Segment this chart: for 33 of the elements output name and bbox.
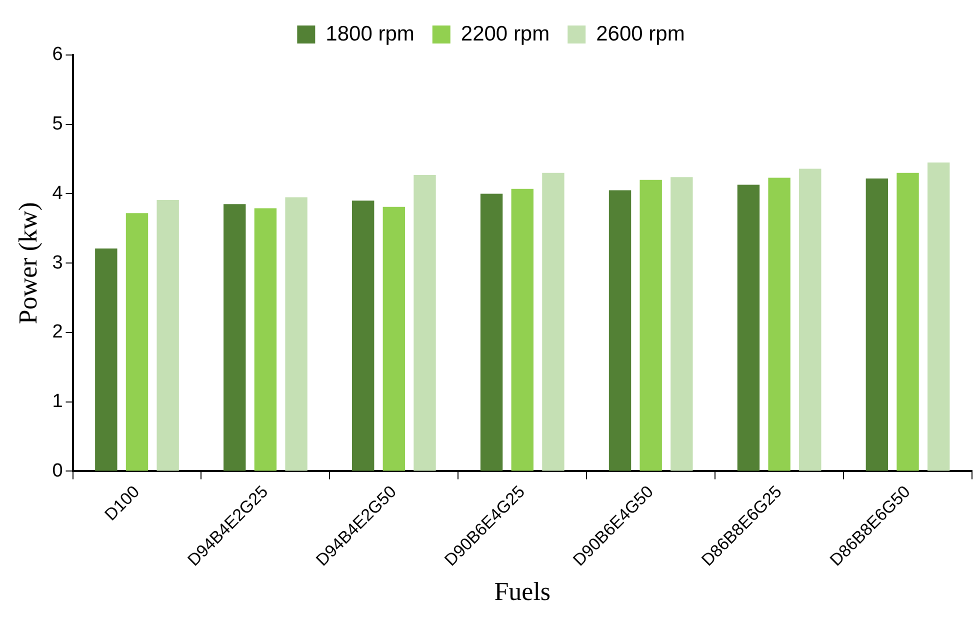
legend-label: 2600 rpm (596, 22, 685, 46)
y-tick-label: 5 (52, 114, 63, 135)
bar (95, 248, 118, 471)
bar (640, 180, 662, 471)
y-tick-label: 6 (52, 44, 63, 66)
bar (126, 213, 148, 471)
bar (928, 162, 950, 471)
legend-label: 1800 rpm (326, 22, 414, 46)
y-tick-label: 4 (52, 182, 64, 204)
bar (799, 168, 822, 471)
bar (480, 194, 503, 471)
x-axis-title: Fuels (494, 577, 551, 606)
y-tick-label: 3 (52, 252, 63, 274)
bar (414, 175, 436, 471)
bar (156, 200, 179, 471)
bar (896, 172, 919, 471)
bar (254, 208, 277, 471)
bar (511, 188, 534, 471)
y-axis-title: Power (kw) (13, 202, 42, 324)
y-tick-label: 2 (52, 322, 63, 343)
y-tick-label: 1 (52, 391, 63, 412)
bar (866, 178, 888, 471)
bar (352, 200, 374, 471)
bar (608, 190, 632, 471)
bar (542, 172, 564, 471)
bar (224, 204, 246, 471)
bar (670, 177, 693, 471)
bar (285, 197, 308, 471)
legend-label: 2200 rpm (460, 22, 550, 46)
y-tick-label: 0 (52, 460, 63, 482)
bar (382, 206, 406, 471)
bar (768, 178, 790, 471)
bar (737, 184, 760, 471)
